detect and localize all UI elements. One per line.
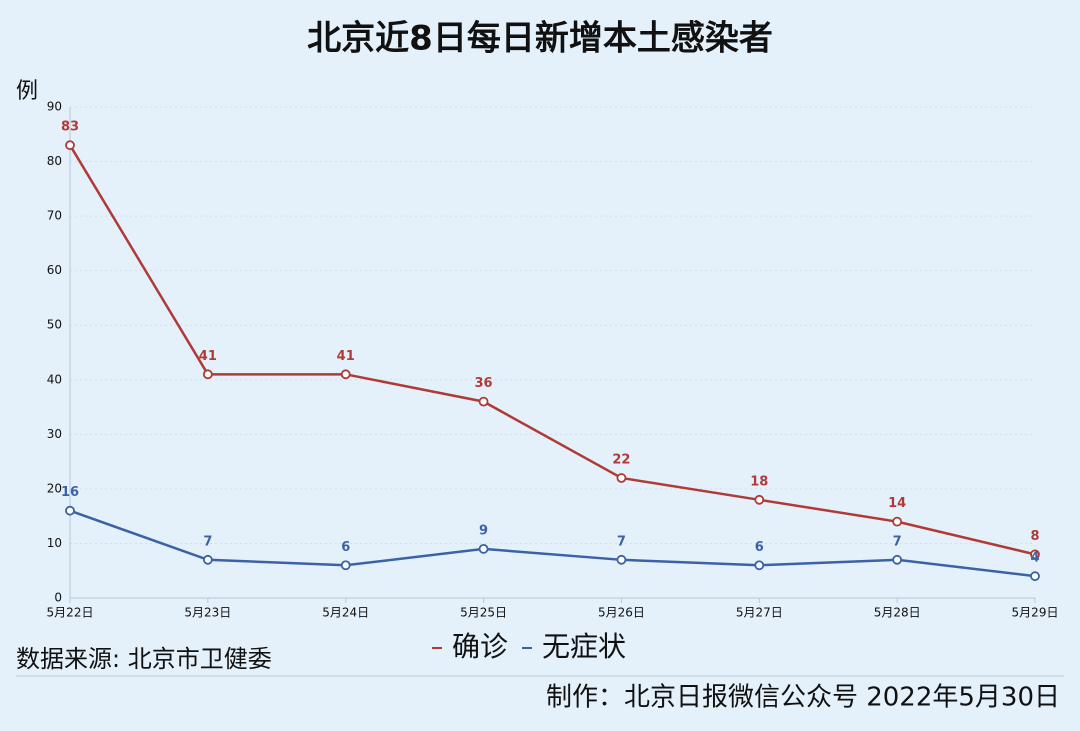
- value-label: 41: [199, 349, 217, 364]
- y-tick-label: 0: [54, 591, 62, 605]
- y-tick-label: 60: [47, 263, 62, 277]
- point: [202, 369, 213, 380]
- y-tick-label: 50: [47, 318, 62, 332]
- credit: 制作：北京日报微信公众号 2022年5月30日: [546, 683, 1060, 713]
- value-label: 6: [755, 540, 764, 555]
- y-axis-label: 例: [16, 79, 38, 104]
- value-label: 22: [612, 452, 630, 467]
- value-label: 14: [888, 496, 906, 511]
- point: [65, 140, 75, 151]
- point: [1030, 549, 1040, 560]
- x-tick-label: 5月23日: [184, 606, 231, 620]
- value-label: 4: [1030, 551, 1039, 566]
- legend-label: 确诊: [452, 630, 508, 663]
- chart-title: 北京近8日每日新增本土感染者: [307, 19, 773, 59]
- legend-label: 无症状: [542, 630, 626, 663]
- point: [340, 560, 351, 571]
- y-tick-label: 70: [47, 209, 62, 223]
- point: [616, 473, 627, 483]
- x-tick-label: 5月22日: [47, 606, 94, 620]
- point: [892, 554, 903, 565]
- x-tick-label: 5月29日: [1012, 606, 1059, 620]
- value-label: 7: [203, 534, 212, 549]
- value-label: 18: [750, 474, 768, 489]
- value-label: 41: [337, 349, 355, 364]
- x-tick-label: 5月24日: [322, 606, 369, 620]
- x-tick-label: 5月26日: [598, 606, 645, 620]
- point: [478, 544, 489, 554]
- value-label: 8: [1030, 529, 1039, 544]
- y-tick-label: 80: [47, 154, 62, 168]
- point: [754, 560, 765, 571]
- point: [616, 554, 627, 565]
- y-tick-label: 20: [47, 481, 62, 495]
- value-label: 6: [341, 540, 350, 555]
- x-tick-label: 5月25日: [460, 606, 507, 620]
- source: 数据来源: 北京市卫健委: [16, 645, 272, 673]
- value-label: 7: [893, 534, 902, 549]
- y-tick-label: 10: [47, 536, 62, 550]
- series-line: [69, 509, 1036, 578]
- x-tick-label: 5月27日: [736, 606, 783, 620]
- point: [340, 369, 351, 380]
- point: [754, 494, 765, 505]
- x-tick-label: 5月28日: [874, 606, 921, 620]
- value-label: 83: [61, 120, 79, 135]
- value-label: 9: [479, 523, 488, 538]
- point: [65, 505, 75, 516]
- y-tick-label: 30: [47, 427, 62, 441]
- value-label: 7: [617, 534, 626, 549]
- point: [478, 396, 489, 407]
- point: [892, 516, 903, 527]
- y-tick-label: 40: [47, 372, 62, 386]
- point: [202, 554, 213, 565]
- value-label: 16: [61, 485, 79, 500]
- y-tick-label: 90: [47, 100, 62, 114]
- value-label: 36: [475, 376, 493, 391]
- series-line: [68, 144, 1036, 556]
- point: [1030, 571, 1040, 582]
